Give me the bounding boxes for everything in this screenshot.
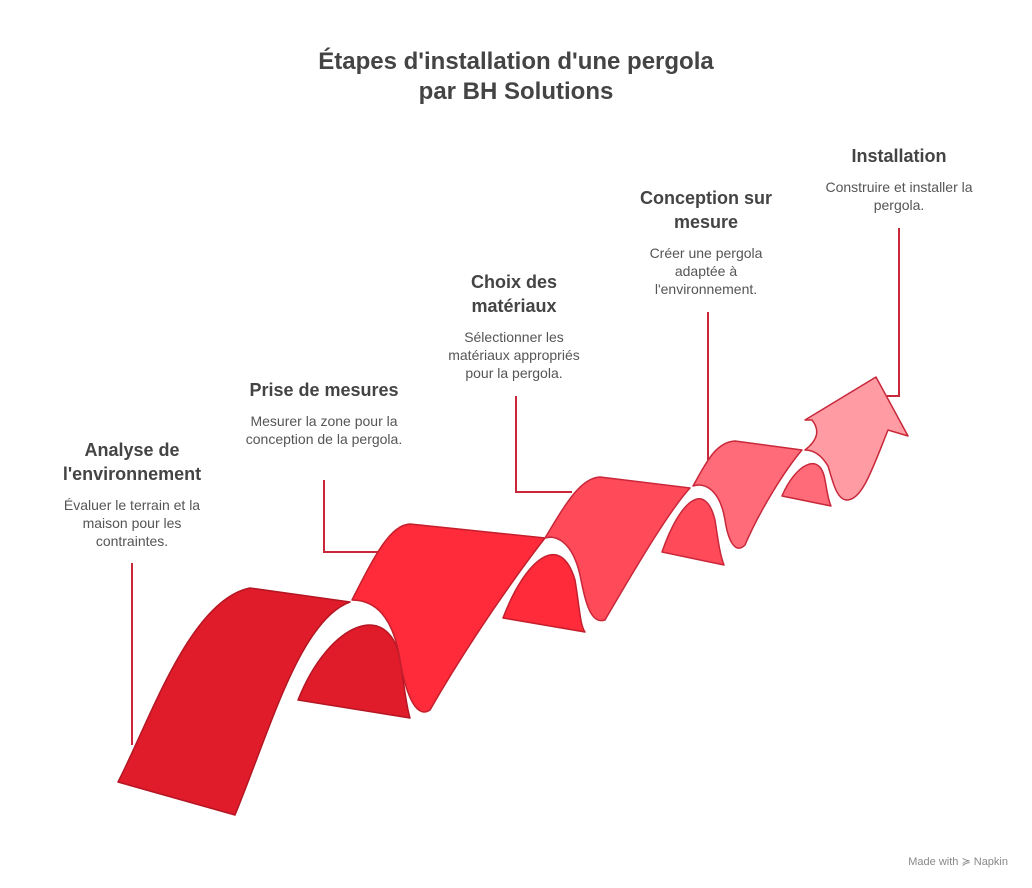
step: Conception sur mesure Créer une pergola …	[631, 186, 781, 298]
step: Analyse de l'environnement Évaluer le te…	[52, 438, 212, 550]
step-title: Conception sur mesure	[639, 188, 772, 232]
ribbon-step-2	[351, 523, 546, 713]
footer-icon: ≽	[961, 856, 971, 868]
step-description: Mesurer la zone pour la conception de la…	[245, 413, 403, 447]
ribbon-step-1	[117, 587, 351, 816]
title-line: par BH Solutions	[418, 78, 614, 105]
step-description: Créer une pergola adaptée à l'environnem…	[649, 245, 763, 297]
ribbon-tail	[502, 554, 586, 633]
step-description: Construire et installer la pergola.	[825, 179, 973, 213]
footer: Made with ≽ Napkin	[908, 855, 1008, 868]
step-description: Sélectionner les matériaux appropriés po…	[448, 329, 580, 381]
step-title: Installation	[851, 146, 947, 166]
connector	[515, 396, 572, 493]
connectors	[131, 228, 900, 745]
step-description: Évaluer le terrain et la maison pour les…	[63, 497, 201, 549]
title-line: Étapes d'installation d'une pergola	[318, 48, 714, 75]
ribbon-step-3	[544, 476, 691, 622]
step: Installation Construire et installer la …	[814, 144, 984, 214]
step-title: Choix des matériaux	[470, 272, 558, 316]
ribbon-tail	[781, 463, 832, 507]
footer-text: Made with	[908, 856, 959, 868]
ribbon-step-4	[692, 440, 803, 549]
step-title: Analyse de l'environnement	[62, 440, 202, 484]
step: Prise de mesures Mesurer la zone pour la…	[239, 378, 409, 448]
connector	[323, 480, 386, 553]
connector	[887, 228, 900, 397]
ribbon-tail	[297, 624, 411, 719]
ribbon-arrow	[804, 376, 909, 501]
ribbon-tail	[661, 498, 725, 566]
step-title: Prise de mesures	[249, 380, 399, 400]
footer-brand: Napkin	[973, 856, 1008, 868]
step: Choix des matériaux Sélectionner les mat…	[436, 270, 592, 382]
